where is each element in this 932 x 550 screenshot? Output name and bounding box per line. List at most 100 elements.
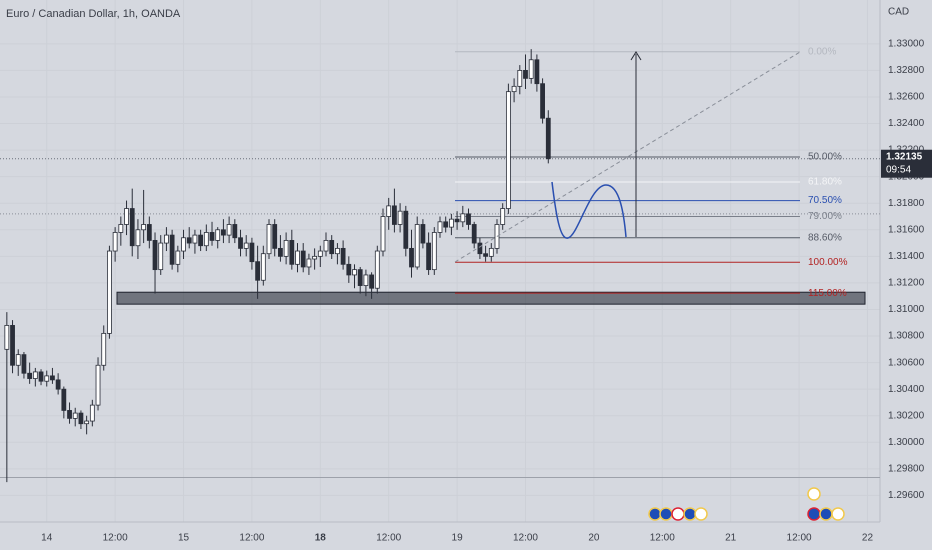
candle-body: [340, 247, 346, 265]
candle-body: [295, 250, 300, 265]
candle-body: [488, 247, 494, 257]
candle-body: [374, 250, 380, 289]
y-tick-label: 1.31800: [888, 198, 925, 209]
candle-body: [426, 242, 432, 271]
candle-body: [477, 242, 483, 255]
event-icon: [831, 507, 845, 521]
candle-body: [175, 250, 181, 265]
candle-body: [209, 232, 215, 241]
y-tick-label: 1.30000: [888, 437, 925, 448]
candle-body: [44, 375, 50, 382]
candle-body: [146, 224, 152, 241]
candle-body: [215, 229, 221, 241]
x-tick-label: 21: [725, 533, 737, 544]
y-tick-label: 1.32600: [888, 92, 925, 103]
candle-body: [67, 410, 72, 419]
candle-body: [471, 224, 477, 244]
event-icon: [683, 507, 697, 521]
candle-body: [4, 325, 10, 350]
candle-body: [158, 242, 164, 271]
candle-body: [312, 255, 318, 260]
candle-body: [152, 240, 158, 271]
y-tick-label: 1.29600: [888, 490, 925, 501]
candle-body: [483, 253, 488, 257]
candle-body: [448, 218, 454, 228]
candle-body: [249, 242, 255, 263]
candle-body: [95, 364, 101, 406]
candle-body: [84, 420, 90, 425]
event-icons: [648, 487, 845, 521]
candle-body: [346, 263, 352, 276]
x-tick-label: 19: [452, 533, 464, 544]
candle-body: [540, 83, 545, 119]
candle-body: [431, 232, 437, 271]
candle-body: [266, 224, 272, 255]
x-tick-label: 12:00: [787, 533, 812, 544]
candle-body: [232, 224, 238, 239]
fib-label: 79.00%: [808, 211, 842, 222]
candle-body: [243, 242, 249, 249]
x-tick-label: 14: [41, 533, 53, 544]
candle-body: [414, 224, 420, 268]
x-tick-label: 12:00: [650, 533, 675, 544]
chart-title: Euro / Canadian Dollar, 1h, OANDA: [6, 8, 181, 20]
candle-body: [283, 240, 289, 257]
x-tick-label: 12:00: [513, 533, 538, 544]
last-price-tag: [881, 149, 932, 178]
candle-body: [466, 213, 471, 225]
fib-label: 0.00%: [808, 46, 836, 57]
candle-body: [369, 274, 375, 289]
fib-label: 61.80%: [808, 177, 842, 188]
x-tick-label: 20: [588, 533, 600, 544]
candle-body: [15, 354, 21, 366]
x-tick-label: 18: [315, 533, 327, 544]
event-icon: [819, 507, 833, 521]
candle-body: [107, 250, 112, 334]
x-tick-label: 22: [862, 533, 874, 544]
event-icon: [807, 487, 821, 501]
candle-body: [129, 208, 135, 247]
candle-body: [306, 258, 312, 268]
candle-body: [221, 229, 226, 236]
candle-body: [335, 247, 340, 255]
candle-body: [386, 205, 392, 217]
x-tick-label: 12:00: [103, 533, 128, 544]
candle-body: [78, 412, 84, 425]
event-icon: [694, 507, 708, 521]
candle-body: [198, 234, 204, 247]
fib-label: 50.00%: [808, 152, 842, 163]
candle-body: [203, 232, 209, 247]
candle-body: [523, 69, 528, 79]
y-tick-label: 1.31000: [888, 304, 925, 315]
y-tick-label: 1.30600: [888, 357, 925, 368]
candle-body: [260, 253, 266, 281]
candle-body: [534, 59, 540, 85]
fib-label: 88.60%: [808, 232, 842, 243]
candle-body: [141, 224, 147, 231]
candle-body: [32, 371, 38, 379]
candle-body: [118, 224, 124, 233]
candle-body: [50, 375, 55, 381]
y-tick-label: 1.31200: [888, 278, 925, 289]
y-tick-label: 1.32800: [888, 65, 925, 76]
event-icon: [648, 507, 662, 521]
candle-body: [72, 412, 78, 419]
candle-body: [443, 221, 449, 228]
candle-body: [437, 221, 443, 233]
fib-label: 115.00%: [808, 288, 847, 299]
candle-body: [409, 247, 414, 268]
plot: 0.00% 50.00% 61.80% 70.50% 79.00% 88.60% 100.0…: [0, 46, 880, 483]
candle-body: [317, 250, 323, 257]
y-tick-label: 1.31400: [888, 251, 925, 262]
y-tick-label: 1.29800: [888, 464, 925, 475]
x-tick-label: 12:00: [376, 533, 401, 544]
candle-body: [21, 354, 27, 374]
candle-body: [403, 210, 409, 249]
candle-body: [357, 269, 363, 286]
candle-body: [10, 325, 15, 366]
candle-body: [272, 224, 278, 249]
y-tick-label: 1.30200: [888, 410, 925, 421]
zone: [116, 291, 866, 305]
